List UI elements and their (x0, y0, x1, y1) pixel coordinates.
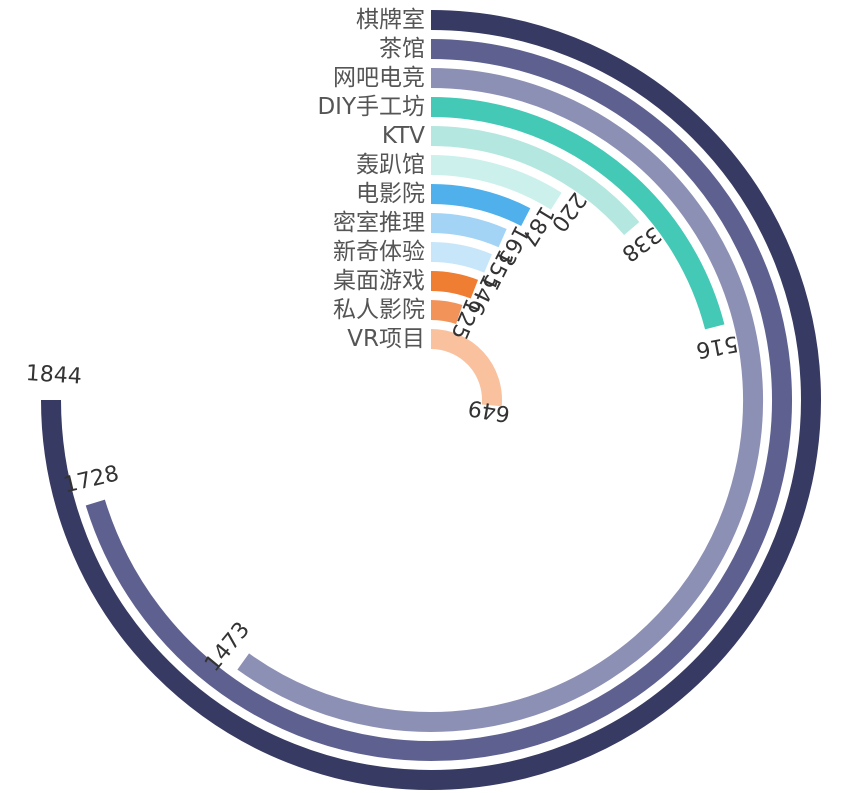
category-label-12: VR项目 (347, 326, 425, 352)
value-label-4: 516 (694, 330, 740, 362)
value-label-1: 1844 (25, 361, 83, 390)
category-label-7: 电影院 (356, 181, 425, 207)
bar-12 (430, 329, 502, 407)
bar-8 (430, 213, 507, 248)
category-label-10: 桌面游戏 (333, 268, 425, 294)
category-label-9: 新奇体验 (333, 239, 425, 265)
category-label-6: 轰趴馆 (356, 152, 425, 178)
category-label-5: KTV (382, 123, 425, 149)
bar-10 (430, 271, 479, 299)
bar-6 (430, 155, 562, 210)
category-label-8: 密室推理 (333, 210, 425, 236)
bar-4 (430, 97, 725, 330)
bar-1 (41, 10, 821, 790)
category-label-4: DIY手工坊 (317, 94, 425, 120)
bar-9 (430, 242, 492, 273)
bar-11 (430, 300, 463, 325)
value-label-2: 1728 (61, 461, 121, 498)
bar-7 (430, 184, 531, 227)
category-label-3: 网吧电竞 (333, 65, 425, 91)
category-label-1: 棋牌室 (356, 7, 425, 33)
bar-2 (85, 39, 792, 761)
category-label-11: 私人影院 (333, 297, 425, 323)
category-label-2: 茶馆 (379, 36, 425, 62)
bars-group (41, 10, 821, 790)
value-label-12: 649 (466, 394, 512, 426)
bar-3 (237, 68, 763, 732)
bar-5 (430, 126, 640, 236)
